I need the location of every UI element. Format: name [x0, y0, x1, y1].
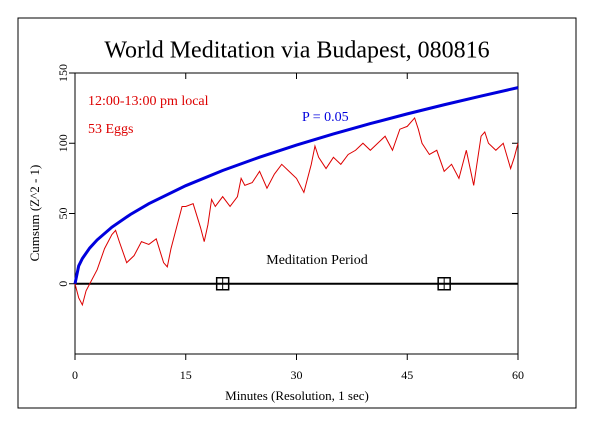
plot-area — [74, 72, 519, 355]
x-axis-label: Minutes (Resolution, 1 sec) — [225, 388, 369, 403]
period-label: Meditation Period — [266, 253, 368, 268]
x-tick-label: 30 — [291, 368, 303, 382]
frame — [17, 17, 577, 409]
x-tick-label: 45 — [401, 368, 413, 382]
annotation: 53 Eggs — [88, 122, 134, 137]
y-tick-label: 50 — [56, 208, 70, 220]
y-tick-label: 0 — [56, 281, 70, 287]
x-tick-label: 15 — [180, 368, 192, 382]
series-line — [73, 86, 519, 285]
y-tick-label: 150 — [56, 64, 70, 82]
y-axis-label: Cumsum (Z^2 - 1) — [27, 165, 42, 262]
chart-title: World Meditation via Budapest, 080816 — [104, 38, 489, 64]
x-tick-label: 0 — [72, 368, 78, 382]
x-tick-label: 60 — [512, 368, 524, 382]
series-line — [74, 116, 519, 307]
p-label: P = 0.05 — [302, 110, 349, 125]
annotation: 12:00-13:00 pm local — [88, 94, 209, 109]
y-tick-label: 100 — [56, 134, 70, 152]
